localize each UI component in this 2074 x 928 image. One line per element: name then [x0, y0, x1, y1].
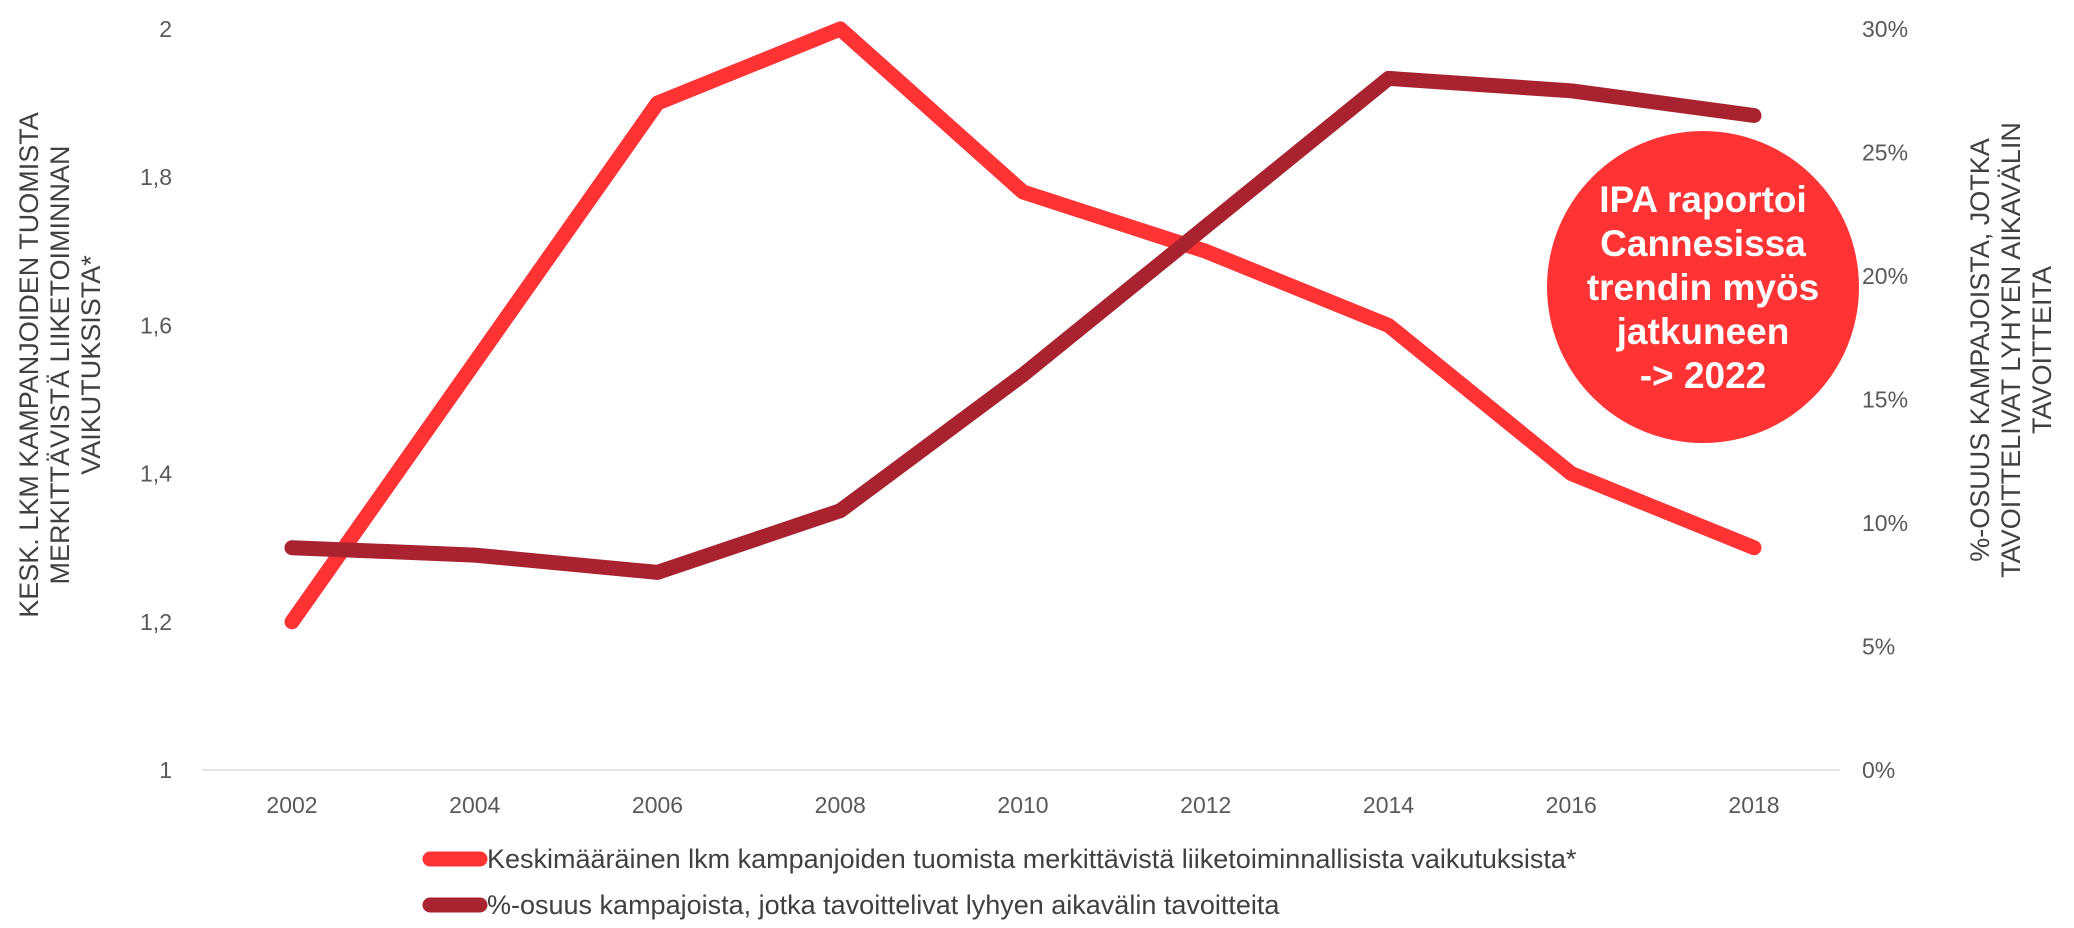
annotation-text-line: -> 2022 — [1640, 355, 1767, 396]
y-right-tick-label: 10% — [1862, 510, 1908, 536]
y-right-tick-label: 25% — [1862, 140, 1908, 166]
y-right-tick-label: 5% — [1862, 634, 1895, 660]
x-tick-label: 2018 — [1728, 792, 1779, 818]
y-left-tick-label: 1,6 — [140, 312, 172, 338]
annotation-circle — [1547, 131, 1859, 443]
x-tick-label: 2010 — [997, 792, 1048, 818]
annotation-text-line: Cannesissa — [1600, 223, 1806, 264]
annotation-text-line: IPA raportoi — [1599, 179, 1807, 220]
y-right-axis-ticks: 0% 5% 10% 15% 20% 25% 30% — [1862, 16, 1908, 783]
y-right-axis-title-line: TAVOITTEITA — [2027, 266, 2057, 434]
series-lines — [284, 21, 1762, 630]
y-left-tick-label: 1,8 — [140, 164, 172, 190]
y-left-tick-label: 1 — [159, 757, 172, 783]
y-left-axis-ticks: 1 1,2 1,4 1,6 1,8 2 — [140, 16, 172, 783]
y-right-tick-label: 0% — [1862, 757, 1895, 783]
x-tick-label: 2008 — [815, 792, 866, 818]
y-left-axis-title-line: VAIKUTUKSISTA* — [76, 255, 106, 475]
y-left-axis-title-line: MERKITTÄVISTÄ LIIKETOIMINNAN — [45, 145, 75, 584]
x-tick-label: 2014 — [1363, 792, 1414, 818]
series-line-1 — [284, 21, 1762, 630]
legend-label-2: %-osuus kampajoista, jotka tavoittelivat… — [487, 890, 1280, 920]
x-axis-ticks: 2002 2004 2006 2008 2010 2012 2014 2016 2018 — [266, 792, 1779, 818]
y-left-tick-label: 1,2 — [140, 609, 172, 635]
y-right-axis-title-text: %-OSUUS KAMPAJOISTA, JOTKATAVOITTELIVAT … — [1965, 122, 2057, 578]
x-tick-label: 2004 — [449, 792, 500, 818]
annotation-text-line: jatkuneen — [1616, 311, 1790, 352]
y-right-axis-title-line: TAVOITTELIVAT LYHYEN AIKAVÄLIN — [1996, 122, 2026, 578]
legend-label-1: Keskimääräinen lkm kampanjoiden tuomista… — [487, 844, 1577, 874]
annotation-text-line: trendin myös — [1587, 267, 1819, 308]
y-left-axis-title: KESK. LKM KAMPANJOIDEN TUOMISTAMERKITTÄV… — [14, 112, 106, 618]
y-left-axis-title-line: KESK. LKM KAMPANJOIDEN TUOMISTA — [14, 112, 44, 618]
y-left-axis-title-text: KESK. LKM KAMPANJOIDEN TUOMISTAMERKITTÄV… — [14, 112, 106, 618]
y-right-tick-label: 20% — [1862, 263, 1908, 289]
legend: Keskimääräinen lkm kampanjoiden tuomista… — [422, 844, 1577, 920]
x-tick-label: 2016 — [1546, 792, 1597, 818]
y-right-axis-title-line: %-OSUUS KAMPAJOISTA, JOTKA — [1965, 138, 1995, 562]
y-left-tick-label: 2 — [159, 16, 172, 42]
y-right-tick-label: 30% — [1862, 16, 1908, 42]
x-tick-label: 2012 — [1180, 792, 1231, 818]
x-tick-label: 2006 — [632, 792, 683, 818]
y-right-tick-label: 15% — [1862, 387, 1908, 413]
x-tick-label: 2002 — [266, 792, 317, 818]
series-line-2 — [284, 70, 1762, 580]
y-left-tick-label: 1,4 — [140, 461, 172, 487]
y-right-axis-title: %-OSUUS KAMPAJOISTA, JOTKATAVOITTELIVAT … — [1965, 122, 2057, 578]
